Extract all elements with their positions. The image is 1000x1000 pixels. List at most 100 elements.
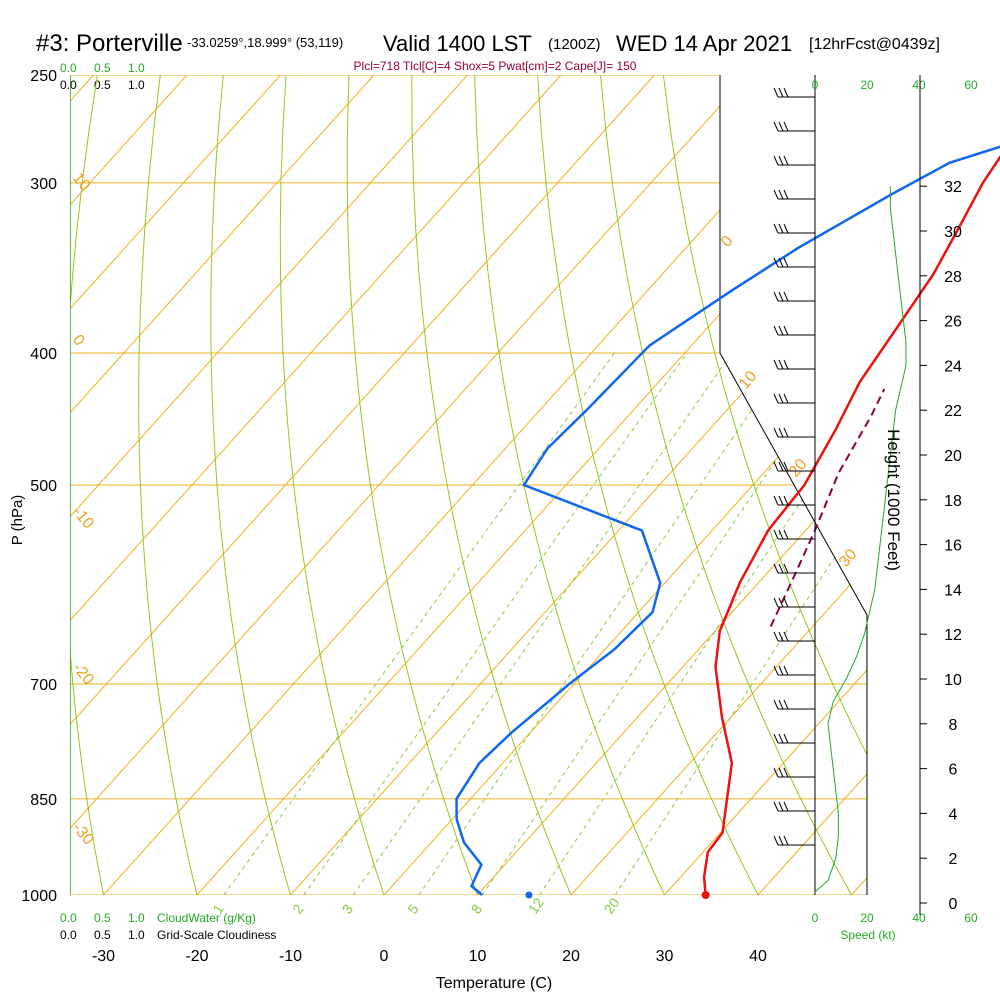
legend-bottom-cloudwater-label: CloudWater (g/Kg) <box>157 911 256 925</box>
legend-bottom-cloudiness-2: 1.0 <box>128 928 145 942</box>
wind-barb <box>773 733 815 744</box>
wind-barb-flag <box>778 223 784 234</box>
indices-line: Plcl=718 Tlcl[C]=4 Shox=5 Pwat[cm]=2 Cap… <box>354 59 637 73</box>
wind-barb-flag <box>778 495 784 506</box>
wind-barb-flag <box>773 767 779 778</box>
wind-barb-flag <box>778 767 784 778</box>
wind-barb <box>773 835 815 846</box>
wind-barb <box>773 631 815 642</box>
legend-bottom-cloudwater-0: 0.0 <box>60 911 77 925</box>
legend-top-cloudwater-2: 1.0 <box>128 61 145 75</box>
speed-axis-label: Speed (kt) <box>840 928 895 942</box>
wind-barb-flag <box>783 87 789 98</box>
wind-barb <box>773 529 815 540</box>
wind-barb-flag <box>783 155 789 166</box>
temperature-axis: -30 -20 -10 0 10 20 30 40 <box>92 948 767 965</box>
speed-tick-top: 40 <box>912 78 926 92</box>
wind-barb <box>773 699 815 710</box>
wind-barb <box>773 189 815 200</box>
speed-tick-bottom: 20 <box>860 911 874 925</box>
dry-adiabat-line <box>411 75 572 895</box>
isotherm-line <box>70 75 562 895</box>
wind-barb-flag <box>778 461 784 472</box>
isotherm-line <box>70 75 281 895</box>
mixing-ratio-line <box>303 352 688 895</box>
wind-barb <box>773 597 815 608</box>
wind-barb-flag <box>778 427 784 438</box>
wind-barb-flag <box>783 835 789 846</box>
wind-barb <box>773 495 815 506</box>
temperature-tick-label: 20 <box>562 948 580 965</box>
height-tick-label: 8 <box>949 717 958 734</box>
wind-barb-flag <box>778 529 784 540</box>
height-tick-label: 18 <box>944 493 962 510</box>
isotherm-line <box>664 75 867 895</box>
wind-speed-profile <box>814 186 907 893</box>
legend-bottom-cloudiness-1: 0.5 <box>94 928 111 942</box>
speed-tick-bottom: 40 <box>912 911 926 925</box>
pressure-tick-label: 250 <box>30 68 57 85</box>
temperature-tick-label: -20 <box>185 948 208 965</box>
mixing-ratio-line <box>614 352 867 895</box>
wind-barb-flag <box>783 767 789 778</box>
wind-barb-flag <box>773 257 779 268</box>
wind-barb-flag <box>778 393 784 404</box>
isotherm-label-left: -10 <box>69 504 97 533</box>
wind-barb-flag <box>783 223 789 234</box>
legend-bottom-cloudwater-2: 1.0 <box>128 911 145 925</box>
y-axis-label: P (hPa) <box>9 495 26 546</box>
height-tick-label: 20 <box>944 448 962 465</box>
wind-barb-flag <box>773 121 779 132</box>
wind-barb-flag <box>773 699 779 710</box>
station-coords: -33.0259°,18.999° (53,119) <box>187 35 343 50</box>
dry-adiabat-line <box>210 75 291 895</box>
wind-barb-flag <box>773 155 779 166</box>
dry-adiabat-line <box>851 75 867 895</box>
isotherm-line <box>383 75 867 895</box>
height-tick-label: 6 <box>949 762 958 779</box>
height-tick-label: 14 <box>944 582 962 599</box>
dry-adiabat-line <box>978 75 1000 895</box>
x-axis-label: Temperature (C) <box>436 975 552 992</box>
wind-barb-flag <box>783 733 789 744</box>
temperature-tick-label: 10 <box>469 948 487 965</box>
wind-barb-flag <box>783 325 789 336</box>
wind-barb <box>773 461 815 472</box>
right-frame-line <box>719 75 868 895</box>
isotherm-label-right: 0 <box>718 233 737 251</box>
mixing-ratio-line <box>539 352 867 895</box>
sounding-curves <box>455 75 1000 899</box>
temperature-tick-label: 0 <box>380 948 389 965</box>
wind-barb-flag <box>778 699 784 710</box>
surface-dewpoint-dot <box>525 891 533 899</box>
isotherm-line <box>70 75 749 895</box>
mixing-ratio-label: 5 <box>404 901 422 917</box>
legend-bottom-cloudiness-label: Grid-Scale Cloudiness <box>157 928 276 942</box>
mixing-ratio-label: 2 <box>289 901 307 917</box>
pressure-tick-label: 400 <box>30 346 57 363</box>
wind-barb-flag <box>778 665 784 676</box>
height-tick-label: 30 <box>944 224 962 241</box>
wind-barb <box>773 563 815 574</box>
wind-barb <box>773 87 815 98</box>
wind-barb-flag <box>778 121 784 132</box>
wind-barb <box>773 665 815 676</box>
wind-barb-flag <box>773 325 779 336</box>
isotherm-label-left: 10 <box>69 170 94 195</box>
wind-barb <box>773 359 815 370</box>
dry-adiabat-line <box>662 75 867 895</box>
wind-barb <box>773 767 815 778</box>
wind-barb-flag <box>778 563 784 574</box>
wind-barb-flag <box>773 223 779 234</box>
wind-barb-flag <box>778 87 784 98</box>
wind-barb-flag <box>778 325 784 336</box>
mixing-ratio-line <box>352 352 733 895</box>
height-tick-label: 10 <box>944 672 962 689</box>
temperature-line <box>702 154 1000 896</box>
wind-barb <box>773 801 815 812</box>
legend-top-cloudiness-0: 0.0 <box>60 78 77 92</box>
wind-barb-flag <box>778 155 784 166</box>
height-tick-label: 26 <box>944 314 962 331</box>
parcel-line <box>769 388 886 627</box>
